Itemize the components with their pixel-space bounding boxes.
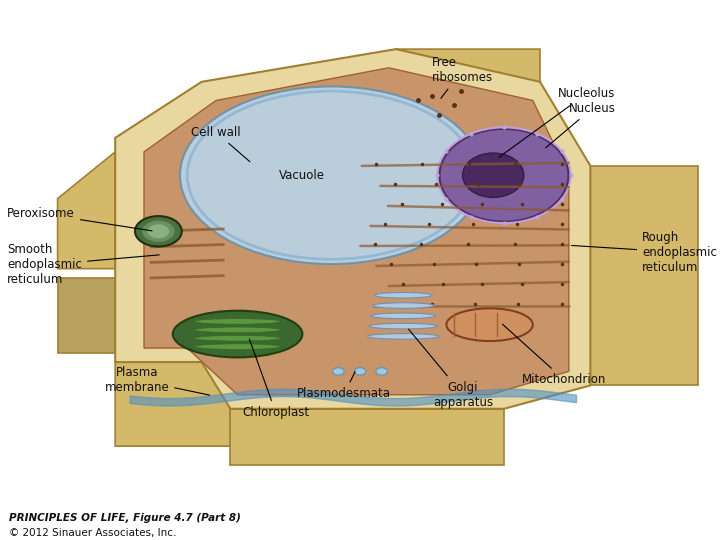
Text: © 2012 Sinauer Associates, Inc.: © 2012 Sinauer Associates, Inc. (9, 528, 176, 538)
Polygon shape (115, 362, 230, 446)
Ellipse shape (373, 303, 434, 308)
Text: Chloroplast: Chloroplast (242, 339, 310, 419)
Ellipse shape (371, 313, 436, 319)
Ellipse shape (180, 86, 482, 264)
Ellipse shape (446, 308, 533, 341)
Circle shape (148, 224, 169, 238)
Text: Nucleus: Nucleus (546, 102, 616, 148)
Text: Vacuole: Vacuole (279, 168, 325, 182)
Text: Smooth
endoplasmic
reticulum: Smooth endoplasmic reticulum (7, 244, 159, 286)
Polygon shape (396, 49, 540, 138)
Circle shape (354, 368, 366, 375)
Text: Nucleolus: Nucleolus (499, 87, 616, 157)
Ellipse shape (439, 129, 569, 222)
Text: Golgi
apparatus: Golgi apparatus (408, 329, 493, 409)
Polygon shape (115, 49, 590, 409)
Text: Plasma
membrane: Plasma membrane (104, 366, 210, 395)
Ellipse shape (462, 153, 524, 198)
Text: PRINCIPLES OF LIFE, Figure 4.7 (Part 8): PRINCIPLES OF LIFE, Figure 4.7 (Part 8) (9, 513, 240, 523)
Polygon shape (230, 409, 504, 465)
Ellipse shape (194, 344, 281, 349)
Polygon shape (144, 68, 569, 395)
Ellipse shape (367, 334, 439, 339)
Ellipse shape (374, 293, 432, 298)
Ellipse shape (194, 335, 281, 341)
Ellipse shape (143, 221, 174, 242)
Ellipse shape (194, 327, 281, 333)
Circle shape (333, 368, 344, 375)
Polygon shape (590, 166, 698, 386)
Ellipse shape (173, 310, 302, 357)
Text: Figure 4.7  Eukaryotic Cells (Part 8): Figure 4.7 Eukaryotic Cells (Part 8) (7, 10, 325, 28)
Text: Peroxisome: Peroxisome (7, 207, 152, 231)
Ellipse shape (194, 319, 281, 324)
Text: Rough
endoplasmic
reticulum: Rough endoplasmic reticulum (572, 231, 717, 274)
Circle shape (376, 368, 387, 375)
Polygon shape (58, 278, 115, 353)
Polygon shape (58, 152, 115, 268)
Text: Plasmodesmata: Plasmodesmata (297, 372, 391, 400)
Ellipse shape (369, 323, 438, 329)
Text: Free
ribosomes: Free ribosomes (432, 56, 493, 98)
Text: Mitochondrion: Mitochondrion (503, 324, 606, 386)
Text: Cell wall: Cell wall (192, 126, 250, 162)
Ellipse shape (135, 216, 181, 246)
